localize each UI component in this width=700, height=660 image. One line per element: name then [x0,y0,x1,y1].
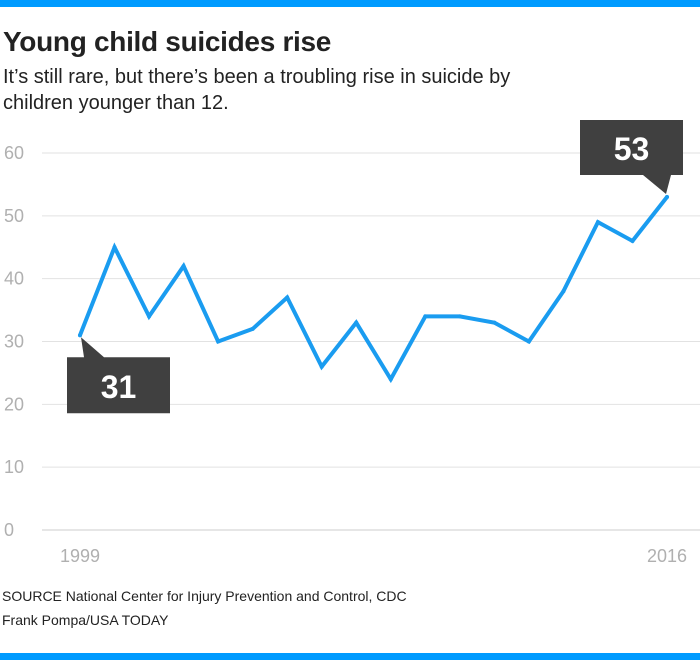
callout-label-start: 31 [101,369,137,405]
callout-box-start [67,337,170,414]
series-line [78,194,669,384]
data-point [250,326,255,331]
callout-box-end [580,120,683,194]
y-tick-label: 20 [4,394,24,414]
data-point [665,194,669,199]
data-point [561,289,566,294]
data-point [216,339,221,344]
x-tick-label: 2016 [647,546,687,566]
callout-label-end: 53 [614,131,650,167]
data-point [147,314,152,319]
data-point [285,295,290,300]
data-point [181,264,186,269]
data-point [112,245,117,250]
y-tick-label: 60 [4,143,24,163]
chart-subtitle: It’s still rare, but there’s been a trou… [3,66,511,114]
y-tick-label: 40 [4,269,24,289]
y-tick-label: 50 [4,206,24,226]
data-point [423,314,428,319]
data-point [526,339,531,344]
data-point [630,238,635,243]
bottom-accent-bar [0,653,700,660]
data-point [492,320,497,325]
line-chart: 0 10 20 30 40 50 60 1999 2016 31 53 [4,120,700,566]
source-note: SOURCE National Center for Injury Preven… [2,588,407,604]
chart-title: Young child suicides rise [3,26,332,57]
credit-note: Frank Pompa/USA TODAY [2,612,169,628]
top-accent-bar [0,0,700,7]
y-tick-label: 10 [4,457,24,477]
x-tick-label: 1999 [60,546,100,566]
data-point [319,364,324,369]
data-point [388,377,393,382]
data-point [78,333,82,338]
data-point [457,314,462,319]
data-point [354,320,359,325]
y-tick-label: 30 [4,332,24,352]
y-tick-label: 0 [4,520,14,540]
data-point [595,220,600,225]
